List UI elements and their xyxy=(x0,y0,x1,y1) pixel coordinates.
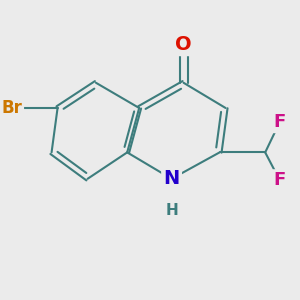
Text: O: O xyxy=(175,35,192,54)
Text: N: N xyxy=(164,169,180,188)
Text: Br: Br xyxy=(2,99,22,117)
Text: F: F xyxy=(274,171,286,189)
Text: F: F xyxy=(274,113,286,131)
Text: H: H xyxy=(165,202,178,217)
